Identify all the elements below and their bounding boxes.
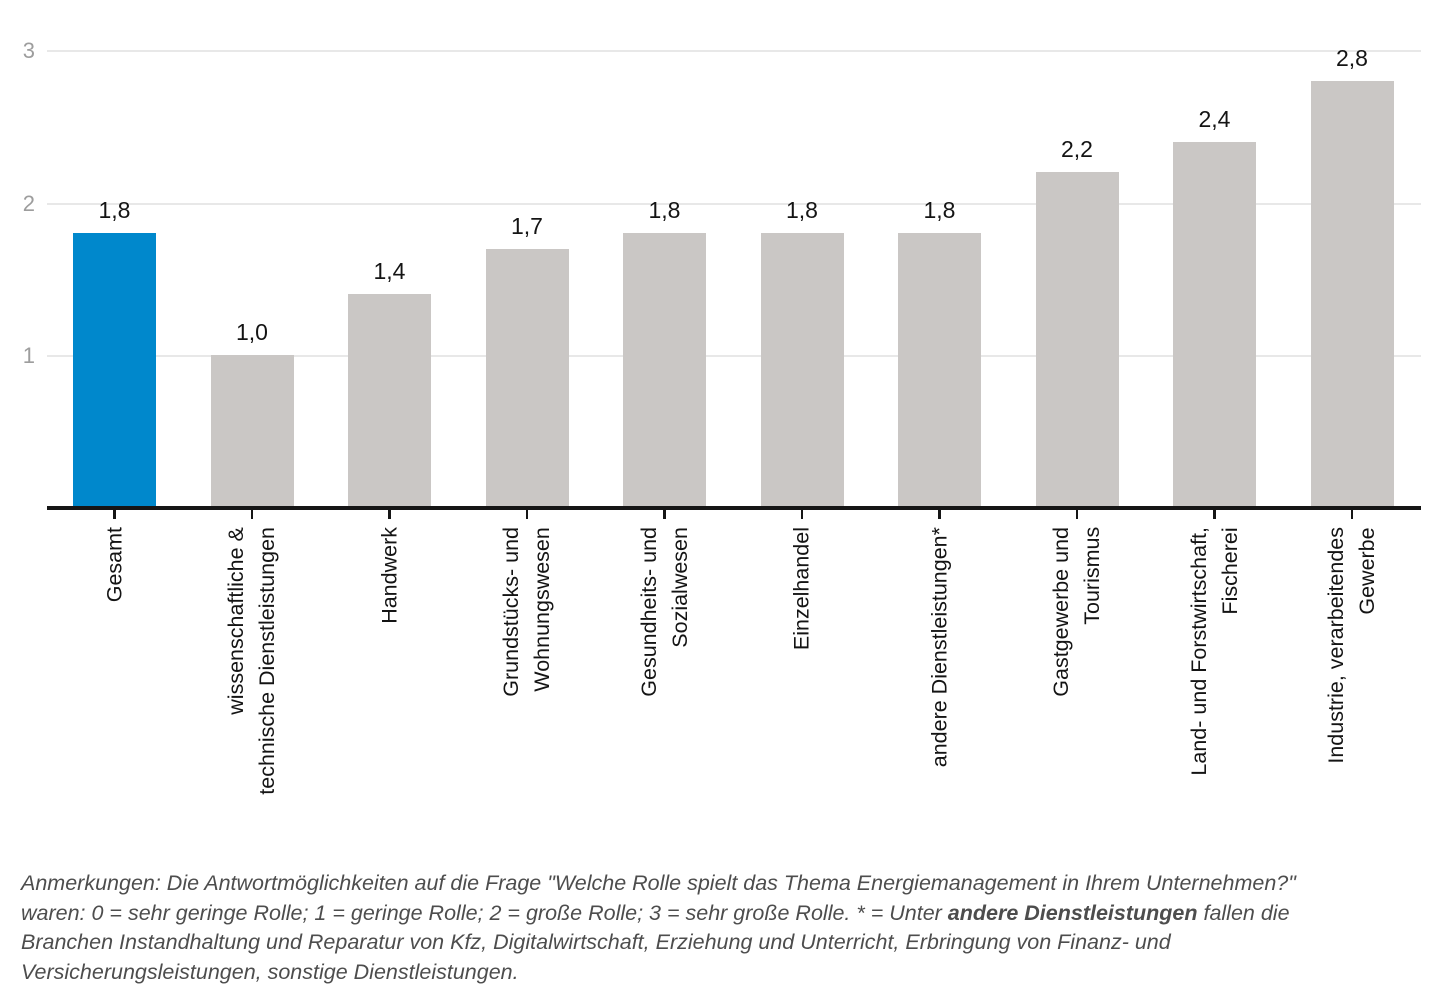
x-axis-label: wissenschaftliche & technische Dienstlei…: [224, 527, 279, 795]
bar: [760, 233, 844, 508]
x-axis-tick: [800, 509, 804, 519]
bar: [898, 233, 981, 508]
footnote-segment: Anmerkungen: Die Antwortmöglichkeiten au…: [21, 871, 1296, 895]
x-axis-tick: [1075, 509, 1079, 519]
x-axis-label: Land- und Forstwirtschaft, Fischerei: [1186, 527, 1242, 776]
y-axis-tick-label: 3: [22, 38, 35, 63]
x-axis-label: Gesundheits- und Sozialwesen: [636, 527, 692, 697]
bar-value-label: 1,7: [511, 213, 543, 239]
x-axis-label: andere Dienstleistungen*: [927, 527, 951, 768]
footnote-segment: waren: 0 = sehr geringe Rolle; 1 = gerin…: [21, 900, 948, 925]
plot-area: 1 2 3 1,8 Gesamt 1,0 wissenschaftliche & techn…: [22, 38, 1421, 795]
x-axis-tick: [938, 509, 941, 519]
footnote-bold-segment: andere Dienstleistungen: [947, 900, 1198, 925]
bar-value-label: 1,8: [786, 197, 818, 223]
x-axis-tick: [1213, 509, 1216, 519]
bar: [73, 233, 156, 508]
x-axis-tick: [250, 509, 254, 519]
x-axis-label: Gastgewerbe und Tourismus: [1049, 527, 1104, 697]
x-axis-tick: [1350, 509, 1354, 519]
bar-value-label: 1,8: [98, 197, 131, 223]
footnote-line: Anmerkungen: Die Antwortmöglichkeiten au…: [21, 869, 1423, 899]
bar: [1310, 81, 1394, 508]
footnote-segment: Branchen Instandhaltung und Reparatur vo…: [21, 930, 1171, 954]
x-axis-tick: [388, 509, 391, 519]
bar-value-label: 2,4: [1198, 106, 1231, 132]
x-axis-tick: [113, 509, 116, 519]
bar-value-label: 1,0: [236, 319, 268, 345]
bar-value-label: 1,8: [923, 197, 956, 223]
y-axis-tick-label: 1: [22, 343, 35, 368]
bar: [210, 355, 294, 508]
footnote-line: waren: 0 = sehr geringe Rolle; 1 = gerin…: [21, 899, 1423, 929]
y-axis-tick-label: 2: [22, 190, 35, 216]
bar-value-label: 1,4: [373, 258, 406, 284]
x-axis-label: Grundstücks- und Wohnungswesen: [499, 527, 554, 697]
footnote-line: Versicherungsleistungen, sonstige Dienst…: [21, 958, 1423, 988]
bar: [1173, 142, 1256, 508]
x-axis-label: Einzelhandel: [789, 527, 814, 651]
x-axis-label: Handwerk: [377, 527, 401, 624]
y-gridline: [47, 355, 1421, 357]
footnote: Anmerkungen: Die Antwortmöglichkeiten au…: [21, 869, 1423, 987]
y-gridline: [47, 202, 1421, 205]
bar: [348, 294, 431, 508]
footnote-segment: fallen die: [1197, 900, 1290, 925]
bar-value-label: 1,8: [648, 197, 681, 223]
y-gridline: [47, 50, 1421, 52]
x-axis-line: [47, 506, 1421, 510]
x-axis-tick: [663, 509, 666, 519]
bar: [485, 249, 569, 508]
x-axis-label: Industrie, verarbeitendes Gewerbe: [1324, 527, 1379, 764]
bar: [1035, 172, 1119, 508]
x-axis-tick: [525, 509, 529, 519]
x-axis-label: Gesamt: [102, 527, 126, 603]
bar: [623, 233, 706, 508]
footnote-segment: Versicherungsleistungen, sonstige Dienst…: [21, 959, 519, 984]
bar-value-label: 2,2: [1061, 136, 1093, 162]
footnote-line: Branchen Instandhaltung und Reparatur vo…: [21, 928, 1423, 958]
bar-value-label: 2,8: [1336, 45, 1368, 71]
